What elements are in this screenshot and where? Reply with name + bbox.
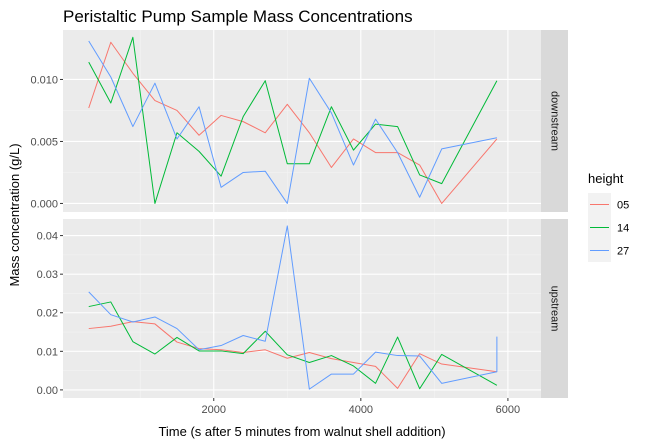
y-tick-label: 0.01 bbox=[37, 346, 58, 358]
x-axis-title: Time (s after 5 minutes from walnut shel… bbox=[158, 424, 445, 439]
y-tick-label: 0.000 bbox=[30, 198, 58, 210]
facet-panels: 0.0000.0050.010downstream0.000.010.020.0… bbox=[30, 30, 568, 398]
facet-strip bbox=[541, 30, 568, 212]
series-line-27 bbox=[88, 225, 498, 390]
y-tick-label: 0.04 bbox=[37, 231, 58, 243]
series-line-05 bbox=[88, 321, 497, 389]
facet-strip-label: upstream bbox=[549, 286, 561, 332]
series-line-27 bbox=[88, 40, 497, 204]
y-tick-label: 0.02 bbox=[37, 308, 58, 320]
y-tick-label: 0.010 bbox=[30, 74, 58, 86]
series-line-05 bbox=[88, 41, 498, 204]
panel-background bbox=[63, 219, 541, 398]
legend: height 05 14 27 bbox=[588, 171, 629, 262]
x-axis: 2000 4000 6000 bbox=[202, 398, 520, 416]
panel-upstream: 0.00 0.01 0.02 0.03 0.04 upstream bbox=[37, 219, 568, 398]
x-tick-label: 2000 bbox=[202, 404, 226, 416]
x-tick-label: 4000 bbox=[349, 404, 373, 416]
legend-item-14: 14 bbox=[588, 216, 629, 239]
y-tick-label: 0.00 bbox=[37, 385, 58, 397]
facet-strip bbox=[541, 219, 568, 398]
panel-downstream: 0.000 0.005 0.010 downstream bbox=[30, 30, 568, 212]
series-line-14 bbox=[88, 301, 498, 390]
series-line-14 bbox=[88, 36, 498, 204]
y-tick-label: 0.03 bbox=[37, 269, 58, 281]
y-tick-label: 0.005 bbox=[30, 136, 58, 148]
legend-item-05: 05 bbox=[588, 193, 629, 216]
legend-label: 27 bbox=[617, 246, 629, 258]
legend-item-27: 27 bbox=[588, 239, 629, 262]
legend-label: 05 bbox=[617, 200, 629, 212]
x-tick-label: 6000 bbox=[496, 404, 520, 416]
facet-strip-label: downstream bbox=[549, 91, 561, 151]
legend-label: 14 bbox=[617, 223, 629, 235]
chart-title: Peristaltic Pump Sample Mass Concentrati… bbox=[63, 7, 413, 26]
legend-title: height bbox=[588, 171, 624, 186]
y-axis-title: Mass concentration (g/L) bbox=[7, 143, 22, 286]
